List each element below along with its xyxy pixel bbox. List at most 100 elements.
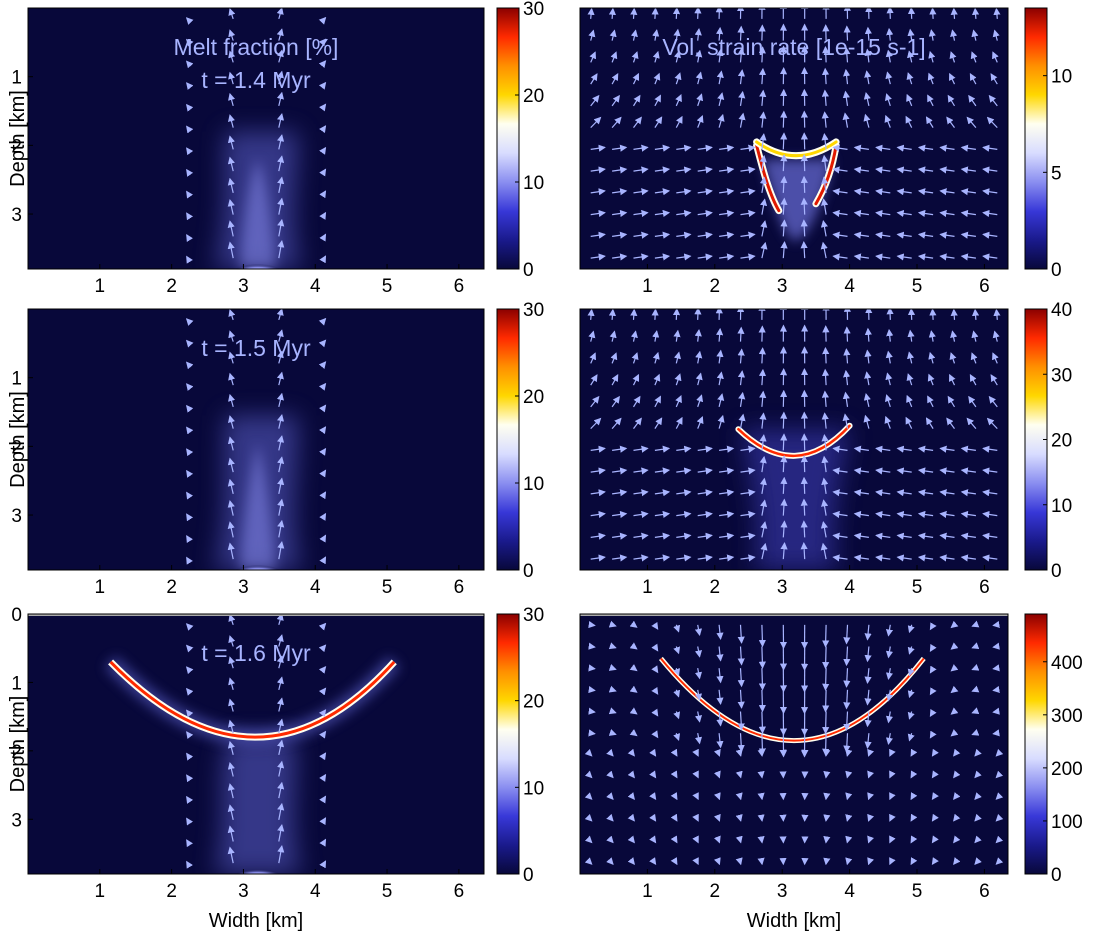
velocity-arrow: [738, 391, 746, 407]
velocity-arrow: [276, 112, 285, 128]
velocity-arrow: [227, 500, 235, 516]
velocity-arrow: [737, 624, 745, 644]
velocity-arrow: [864, 26, 872, 41]
velocity-arrow: [697, 467, 713, 475]
x-tick-label: 2: [710, 881, 721, 902]
velocity-arrow: [185, 60, 194, 69]
velocity-arrow: [631, 51, 639, 63]
velocity-arrow: [653, 373, 661, 386]
x-tick-label: 6: [979, 577, 990, 598]
velocity-arrow: [227, 521, 235, 538]
velocity-arrow: [675, 416, 683, 429]
velocity-arrow: [696, 93, 704, 107]
colorbar-tick-label: 0: [523, 865, 534, 886]
colorbar-tick-label: 0: [1051, 260, 1062, 281]
velocity-arrow: [587, 309, 595, 320]
velocity-arrow: [737, 370, 746, 386]
velocity-arrow: [992, 685, 1000, 694]
panel-subtitle: t = 1.5 Myr: [201, 335, 311, 361]
velocity-arrow: [185, 361, 194, 370]
velocity-arrow: [694, 27, 702, 41]
velocity-arrow: [758, 624, 766, 648]
velocity-arrow: [800, 132, 808, 150]
velocity-arrow: [960, 510, 976, 519]
velocity-arrow: [853, 188, 869, 196]
colorbar-tick-label: 20: [523, 387, 544, 408]
velocity-arrow: [842, 413, 850, 429]
velocity-arrow: [697, 510, 713, 519]
velocity-arrow: [971, 330, 979, 342]
velocity-arrow: [590, 144, 606, 152]
velocity-arrow: [949, 352, 957, 364]
velocity-arrow: [780, 433, 788, 451]
velocity-arrow: [651, 309, 659, 320]
x-tick-label: 6: [979, 881, 990, 902]
velocity-arrow: [800, 498, 808, 516]
velocity-arrow: [651, 621, 659, 630]
x-tick-label: 1: [95, 881, 106, 902]
velocity-arrow: [800, 476, 808, 494]
velocity-arrow: [875, 510, 891, 519]
velocity-arrow: [992, 664, 1000, 672]
velocity-arrow: [950, 707, 959, 715]
velocity-arrow: [917, 253, 934, 261]
velocity-arrow: [673, 50, 681, 63]
velocity-arrow: [228, 29, 236, 41]
velocity-arrow: [821, 67, 830, 85]
velocity-arrow: [905, 115, 913, 128]
velocity-arrow: [970, 352, 978, 364]
velocity-arrow: [939, 144, 955, 152]
velocity-arrow: [896, 166, 912, 174]
velocity-arrow: [717, 113, 725, 128]
velocity-arrow: [960, 489, 976, 497]
velocity-arrow: [277, 739, 285, 755]
velocity-arrow: [993, 309, 1001, 320]
panel-strain-2: 1 2 3 4 5 6 0 10 20 30 40: [579, 300, 1072, 598]
velocity-arrow: [907, 50, 915, 63]
velocity-arrow: [652, 29, 660, 41]
velocity-arrow: [588, 330, 596, 342]
velocity-arrow: [759, 176, 767, 193]
velocity-arrow: [716, 711, 724, 727]
velocity-arrow: [276, 392, 284, 408]
velocity-arrow: [629, 664, 638, 672]
velocity-arrow: [227, 241, 235, 259]
velocity-arrow: [939, 445, 955, 453]
panel-subtitle: t = 1.4 Myr: [201, 67, 311, 93]
velocity-arrow: [318, 404, 327, 413]
velocity-arrow: [228, 698, 236, 712]
velocity-arrow: [319, 795, 327, 804]
velocity-arrow: [953, 813, 961, 822]
velocity-arrow: [719, 554, 735, 562]
velocity-arrow: [318, 644, 327, 653]
melt-source: [221, 848, 294, 874]
velocity-arrow: [885, 350, 893, 364]
velocity-arrow: [864, 689, 872, 706]
x-tick-label: 1: [95, 276, 106, 297]
velocity-arrow: [995, 835, 1004, 844]
velocity-arrow: [185, 623, 194, 631]
velocity-arrow: [760, 499, 768, 516]
colorbar-tick-label: 30: [523, 300, 544, 321]
velocity-arrow: [969, 374, 977, 386]
velocity-arrow: [590, 94, 600, 107]
velocity-arrow: [319, 838, 327, 847]
velocity-arrow: [633, 188, 649, 196]
velocity-arrow: [276, 697, 284, 712]
velocity-arrow: [277, 845, 285, 864]
velocity-arrow: [939, 510, 955, 519]
velocity-arrow: [929, 665, 937, 674]
velocity-arrow: [277, 760, 285, 777]
velocity-arrow: [590, 417, 602, 430]
velocity-arrow: [654, 489, 671, 497]
velocity-arrow: [960, 144, 976, 152]
velocity-arrow: [675, 94, 682, 107]
velocity-arrow: [652, 50, 660, 63]
x-tick-label: 2: [166, 276, 177, 297]
colorbar: [496, 613, 520, 875]
velocity-arrow: [186, 774, 194, 783]
velocity-arrow: [608, 685, 617, 693]
velocity-arrow: [277, 176, 285, 193]
velocity-arrow: [228, 415, 235, 429]
velocity-arrow: [673, 646, 681, 655]
